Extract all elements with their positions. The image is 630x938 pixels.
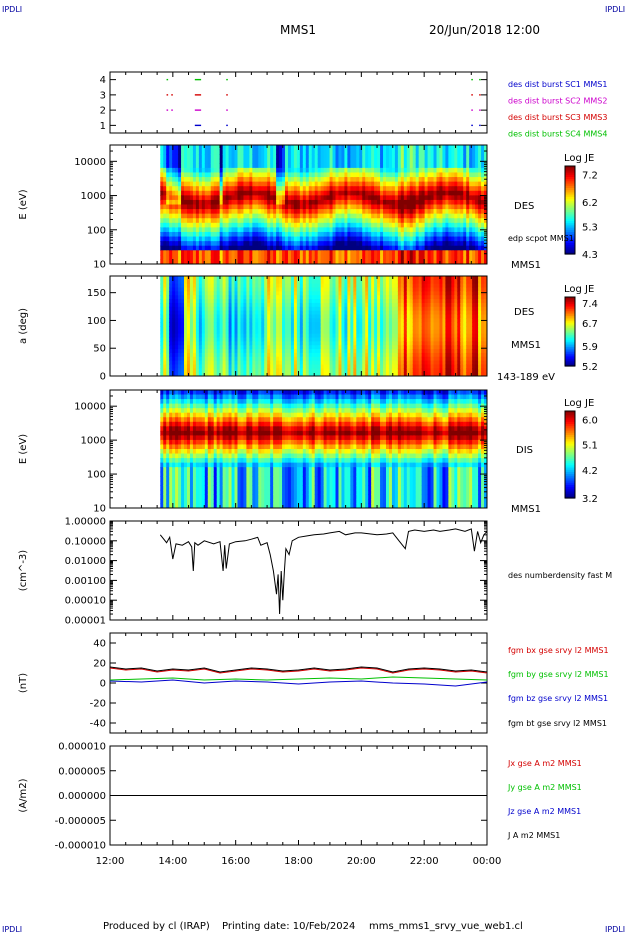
des-energy-spectrogram (160, 145, 487, 265)
des-energy-y-tick-label: 1000 (81, 191, 106, 202)
des-energy-y-tick-label: 10 (93, 260, 106, 271)
burst-legend-sc3: des dist burst SC3 MMS3 (508, 113, 607, 122)
burst-y-tick-label: 1 (100, 121, 106, 132)
des-pitch-spectrogram (160, 276, 487, 377)
burst-frame (110, 72, 487, 133)
plot-datetime: 20/Jun/2018 12:00 (429, 23, 540, 37)
des-energy-colorbar-tick: 5.3 (582, 223, 598, 234)
corner-label-top-left: IPDLI (2, 5, 22, 14)
des-energy-colorbar-title: Log JE (564, 153, 594, 164)
des-energy-y-tick-label: 100 (87, 225, 106, 236)
burst-legend-sc4: des dist burst SC4 MMS4 (508, 130, 607, 139)
burst-legend-sc2: des dist burst SC2 MMS2 (508, 97, 607, 106)
des-energy-aux-label: edp scpot MMS1 (508, 234, 574, 243)
des-energy-bottom-label: MMS1 (511, 260, 541, 271)
burst-legend-sc1: des dist burst SC1 MMS1 (508, 80, 607, 89)
des-energy-colorbar-tick: 7.2 (582, 170, 598, 181)
des-energy-y-tick-label: 10000 (74, 157, 106, 168)
des-energy-species-label: DES (514, 201, 534, 212)
des-energy-y-axis-label: E (eV) (18, 189, 29, 219)
burst-y-tick-label: 4 (100, 75, 106, 86)
corner-label-top-right: IPDLI (605, 5, 625, 14)
burst-y-tick-label: 2 (100, 106, 106, 117)
mission-title: MMS1 (280, 23, 316, 37)
des-energy-colorbar-tick: 4.3 (582, 250, 598, 261)
burst-y-tick-label: 3 (100, 90, 106, 101)
des-energy-colorbar-tick: 6.2 (582, 198, 598, 209)
panels-group: 1 2 3 4 des dist burst SC1 MMS1 des dist burs… (18, 72, 612, 867)
